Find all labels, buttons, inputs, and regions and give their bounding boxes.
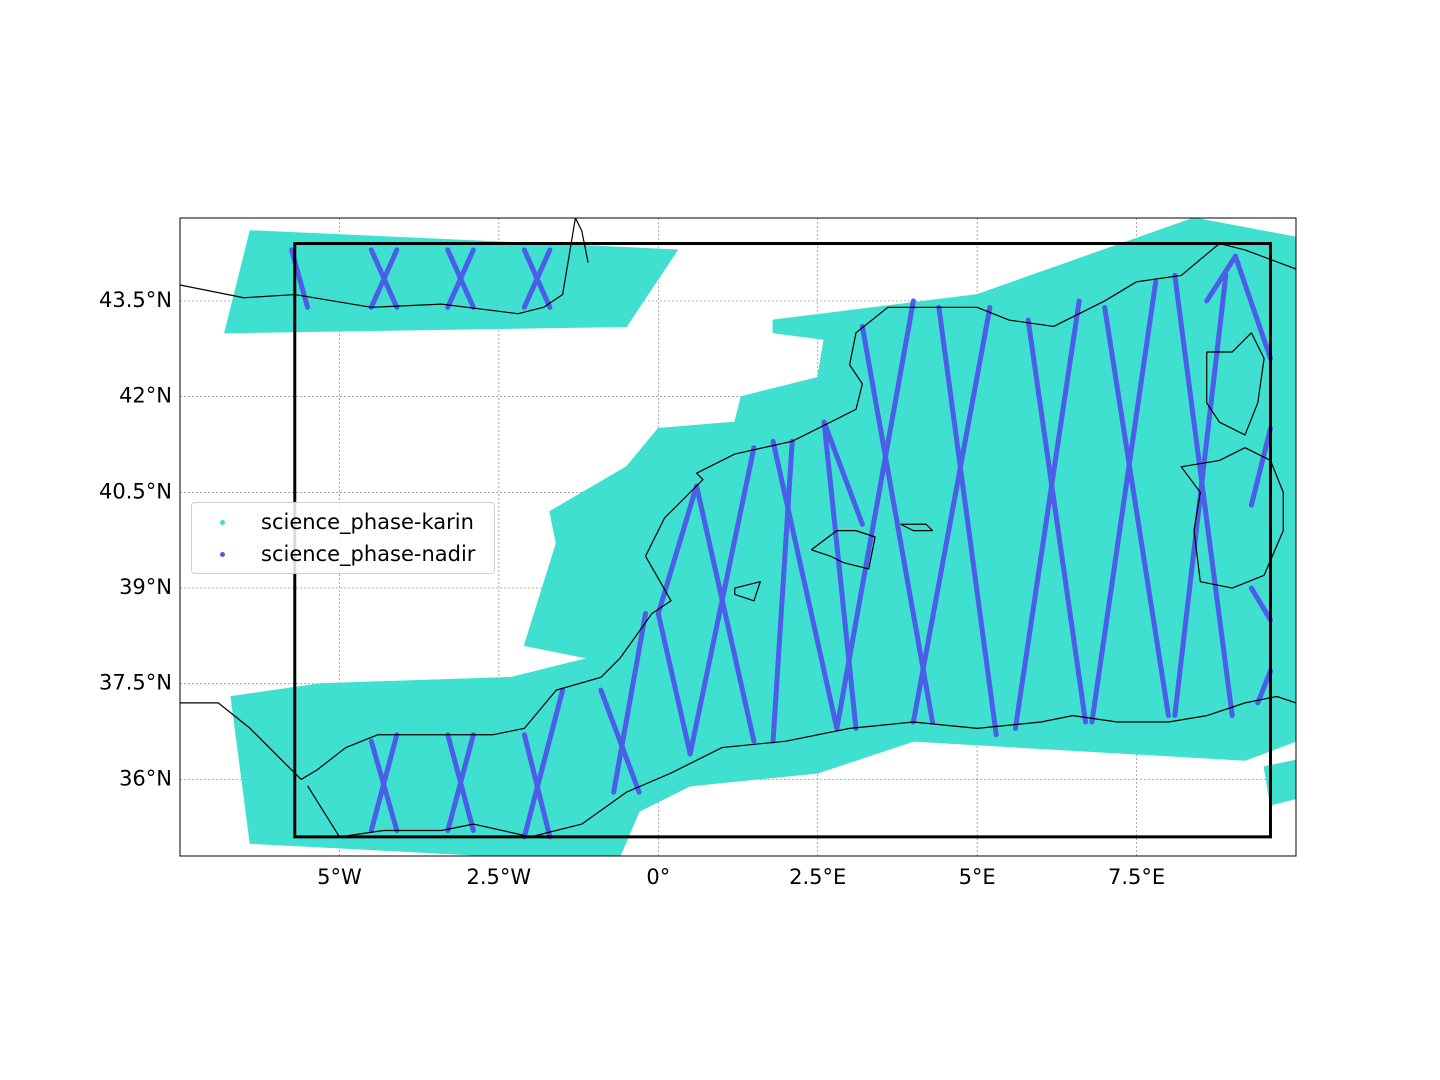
- nadir-track-14: [611, 611, 649, 795]
- coastline-6: [900, 523, 934, 532]
- nadir-track-15: [655, 611, 693, 757]
- coastline-3: [1206, 332, 1265, 436]
- coastline-7: [734, 581, 761, 602]
- coastline-5: [810, 530, 876, 570]
- x-tick-label-1: 2.5°W: [467, 865, 532, 889]
- nadir-track-30: [1089, 279, 1159, 725]
- x-tick-label-0: 5°W: [317, 865, 362, 889]
- karin-swaths: [223, 218, 1296, 856]
- y-tick-label-2: 39°N: [119, 575, 172, 599]
- coastline-1: [180, 242, 1296, 781]
- nadir-track-28: [1012, 298, 1082, 731]
- legend-item-karin: science_phase-karin: [192, 508, 474, 536]
- legend: science_phase-karin science_phase-nadir: [191, 502, 495, 574]
- coastlines: [180, 218, 1296, 838]
- nadir-track-10: [445, 732, 476, 833]
- legend-label-nadir: science_phase-nadir: [261, 542, 476, 566]
- y-tick-label-0: 36°N: [119, 766, 172, 790]
- nadir-track-12: [521, 687, 566, 840]
- coastline-0: [180, 218, 589, 315]
- nadir-track-36: [1248, 585, 1273, 623]
- nadir-track-17: [694, 483, 757, 744]
- nadir-track-19: [770, 438, 795, 744]
- legend-label-karin: science_phase-karin: [261, 510, 474, 534]
- legend-marker-nadir: [220, 551, 225, 557]
- nadir-track-34: [1204, 253, 1238, 304]
- nadir-track-29: [1102, 304, 1171, 719]
- nadir-track-6: [521, 247, 553, 310]
- plot-frame: [179, 217, 1297, 857]
- x-tick-label-5: 7.5°E: [1108, 865, 1165, 889]
- x-axis-ticks: 5°W 2.5°W 0° 2.5°E 5°E 7.5°E: [317, 865, 1165, 889]
- y-axis-ticks: 36°N 37.5°N 39°N 40.5°N 42°N 43.5°N: [99, 288, 172, 791]
- karin-swath-2: [1263, 759, 1296, 806]
- nadir-track-21: [821, 419, 859, 731]
- nadir-track-20: [770, 438, 840, 731]
- y-tick-label-3: 40.5°N: [99, 479, 172, 503]
- nadir-track-23: [859, 323, 936, 725]
- coastline-4: [1180, 447, 1284, 589]
- x-tick-label-4: 5°E: [959, 865, 996, 889]
- x-tick-label-3: 2.5°E: [789, 865, 846, 889]
- x-tick-label-2: 0°: [646, 865, 670, 889]
- nadir-track-33: [1232, 253, 1273, 361]
- nadir-track-27: [1025, 317, 1089, 725]
- karin-swath-1: [230, 218, 1296, 856]
- nadir-track-25: [936, 304, 999, 738]
- nadir-track-37: [1255, 668, 1273, 706]
- nadir-track-24: [834, 298, 916, 731]
- nadir-track-8: [368, 732, 400, 833]
- y-tick-label-4: 42°N: [119, 384, 172, 408]
- legend-marker-karin: [220, 519, 225, 525]
- nadir-track-22: [821, 419, 865, 527]
- nadir-track-26: [910, 304, 993, 725]
- nadir-track-18: [687, 445, 757, 757]
- nadir-track-31: [1172, 272, 1235, 719]
- nadir-track-16: [655, 483, 700, 617]
- nadir-track-13: [598, 687, 642, 795]
- nadir-track-4: [445, 247, 476, 310]
- nadir-track-2: [368, 247, 400, 310]
- legend-item-nadir: science_phase-nadir: [192, 540, 475, 568]
- coastline-2: [307, 695, 1296, 838]
- nadir-track-35: [1248, 426, 1273, 508]
- y-tick-label-1: 37.5°N: [99, 671, 172, 695]
- nadir-tracks: [289, 247, 1273, 840]
- y-tick-label-5: 43.5°N: [99, 288, 172, 312]
